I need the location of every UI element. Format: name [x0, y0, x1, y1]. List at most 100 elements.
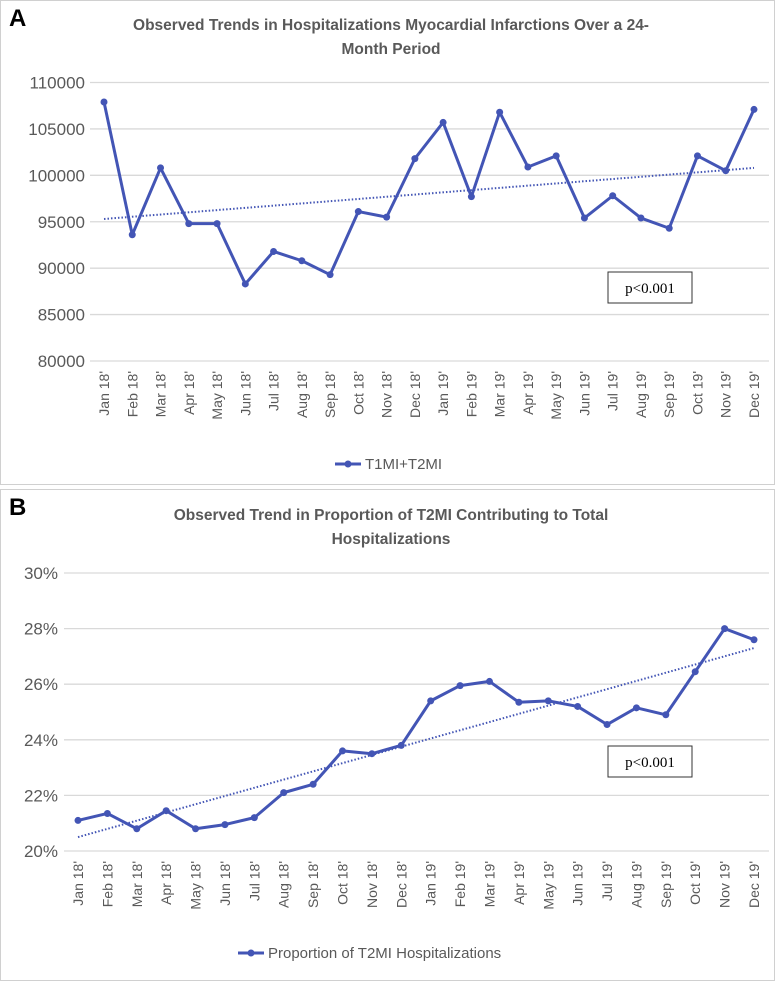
data-point: [309, 780, 317, 788]
x-tick-label: May 18': [188, 861, 204, 910]
panel-a: A Observed Trends in Hospitalizations My…: [0, 0, 775, 485]
x-tick-label: Aug 18': [276, 861, 292, 908]
data-point: [574, 702, 582, 710]
x-tick-label: Dec 18': [393, 861, 409, 908]
x-tick-label: Jul 19': [605, 371, 621, 411]
y-tick-label: 22%: [24, 786, 58, 805]
data-point: [280, 789, 288, 797]
data-point: [427, 697, 435, 705]
data-point: [162, 807, 170, 815]
data-point: [339, 747, 347, 755]
y-tick-label: 95000: [38, 213, 85, 232]
data-point: [580, 214, 588, 222]
data-point: [665, 224, 673, 232]
x-tick-label: Jul 18': [266, 371, 282, 411]
p-value-box: [607, 271, 693, 304]
x-tick-label: Apr 18': [181, 371, 197, 415]
x-tick-label: Apr 18': [158, 861, 174, 905]
x-tick-label: Jan 18': [70, 861, 86, 906]
series-line: [77, 627, 755, 831]
data-point: [456, 682, 464, 690]
trendline: [103, 166, 755, 220]
x-tick-label: Sep 18': [305, 861, 321, 908]
data-point: [722, 167, 730, 175]
x-tick-label: Mar 18': [129, 861, 145, 907]
x-tick-label: Oct 18': [335, 861, 351, 905]
x-tick-label: Nov 19': [718, 371, 734, 418]
y-tick-label: 85000: [38, 306, 85, 325]
x-tick-label: Aug 19': [628, 861, 644, 908]
data-point: [185, 220, 193, 228]
x-tick-label: May 19': [540, 861, 556, 910]
data-point: [524, 163, 532, 171]
x-tick-label: Jun 19': [576, 371, 592, 416]
data-point: [270, 247, 278, 255]
x-tick-label: Nov 19': [717, 861, 733, 908]
data-point: [221, 821, 229, 829]
data-point: [213, 220, 221, 228]
y-tick-label: 110000: [30, 74, 85, 93]
data-point: [298, 257, 306, 265]
y-tick-label: 24%: [24, 731, 58, 750]
x-tick-label: Dec 18': [407, 371, 423, 418]
data-point: [496, 108, 504, 116]
data-point: [411, 155, 419, 163]
legend-marker: [247, 949, 255, 957]
y-tick-label: 26%: [24, 675, 58, 694]
chart-b-title-line1: Observed Trend in Proportion of T2MI Con…: [173, 507, 609, 524]
x-tick-label: Jan 19': [423, 861, 439, 906]
y-tick-label: 20%: [24, 842, 58, 861]
p-value-text: p<0.001: [625, 281, 675, 297]
x-tick-label: Mar 19': [492, 371, 508, 417]
x-tick-label: Oct 19': [687, 861, 703, 905]
y-tick-label: 30%: [24, 564, 58, 583]
data-point: [609, 192, 617, 200]
x-tick-label: Nov 18': [364, 861, 380, 908]
chart-b-title: Observed Trend in Proportion of T2MI Con…: [61, 504, 721, 552]
data-point: [368, 750, 376, 758]
x-tick-label: May 18': [209, 371, 225, 420]
data-point: [603, 721, 611, 729]
data-point: [467, 193, 475, 201]
chart-a-title: Observed Trends in Hospitalizations Myoc…: [61, 14, 721, 62]
x-tick-label: May 19': [548, 371, 564, 420]
x-tick-label: Jan 18': [96, 371, 112, 416]
data-point: [439, 118, 447, 126]
data-point: [485, 677, 493, 685]
data-point: [662, 711, 670, 719]
legend-marker: [344, 460, 352, 468]
x-tick-label: Jun 19': [570, 861, 586, 906]
data-point: [721, 625, 729, 633]
chart-a-title-line1: Observed Trends in Hospitalizations Myoc…: [133, 17, 649, 34]
data-point: [750, 636, 758, 644]
x-tick-label: Aug 18': [294, 371, 310, 418]
y-tick-label: 90000: [38, 259, 85, 278]
x-tick-label: Feb 19': [452, 861, 468, 907]
data-point: [515, 698, 523, 706]
x-tick-label: Apr 19': [511, 861, 527, 905]
data-point: [133, 825, 141, 833]
data-point: [544, 697, 552, 705]
data-point: [637, 214, 645, 222]
chart-a-plot: 80000 85000 90000 95000 100000 105000 110000 Ja…: [28, 74, 769, 473]
panel-label-b: B: [9, 494, 27, 521]
x-tick-label: Feb 18': [99, 861, 115, 907]
data-point: [192, 825, 200, 833]
y-tick-label: 28%: [24, 620, 58, 639]
chart-b-title-line2: Hospitalizations: [331, 531, 451, 548]
data-point: [128, 231, 136, 239]
data-point: [397, 741, 405, 749]
x-tick-label: Jul 19': [599, 861, 615, 901]
x-tick-label: Oct 19': [689, 371, 705, 415]
data-point: [691, 668, 699, 676]
panel-b: B Observed Trend in Proportion of T2MI C…: [0, 489, 775, 981]
data-point: [157, 164, 165, 172]
x-tick-label: Dec 19': [746, 371, 762, 418]
p-value-text: p<0.001: [625, 755, 675, 771]
p-value-box: [607, 745, 693, 778]
x-tick-label: Jul 18': [246, 861, 262, 901]
y-tick-label: 80000: [38, 352, 85, 371]
trendline: [77, 647, 755, 839]
data-point: [354, 208, 362, 216]
x-tick-label: Mar 18': [153, 371, 169, 417]
